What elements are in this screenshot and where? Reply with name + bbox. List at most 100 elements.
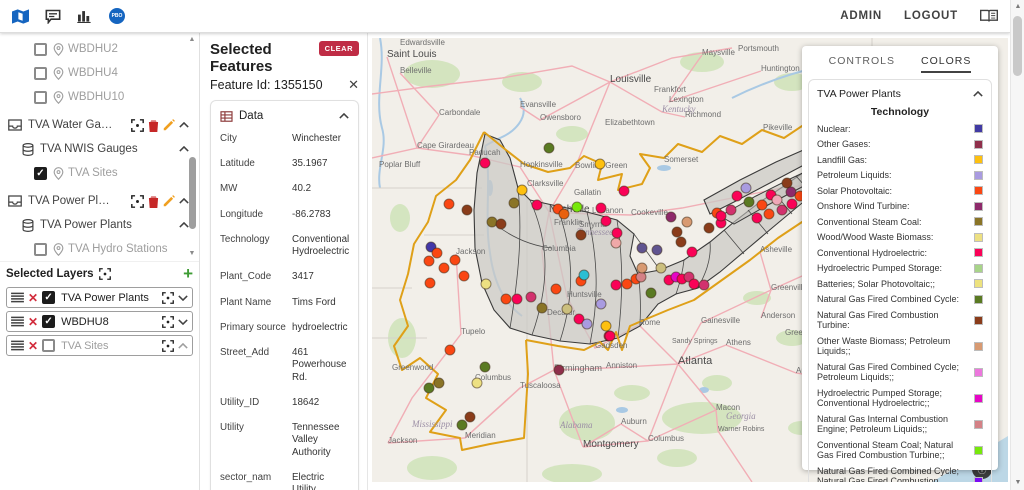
group-row-nwis-gauges[interactable]: TVA NWIS Gauges [0,137,199,161]
power-plant-dot[interactable] [636,242,648,254]
power-plant-dot[interactable] [495,218,507,230]
remove-layer-icon[interactable]: ✕ [28,290,39,305]
zoom-to-layer-icon[interactable] [131,118,144,132]
power-plant-dot[interactable] [595,202,607,214]
zoom-to-layer-icon[interactable] [162,315,174,328]
bar-chart-icon[interactable] [77,9,93,23]
logout-button[interactable]: LOGOUT [904,10,958,22]
power-plant-dot[interactable] [655,262,667,274]
power-plant-dot[interactable] [508,197,520,209]
power-plant-dot[interactable] [610,279,622,291]
chevron-up-icon[interactable] [339,113,349,119]
power-plant-dot[interactable] [553,364,565,376]
power-plant-dot[interactable] [675,236,687,248]
zoom-to-all-icon[interactable] [98,268,111,280]
tva-sites-checkbox[interactable]: ✓ [34,166,47,180]
power-plant-dot[interactable] [433,377,445,389]
power-plant-dot[interactable] [479,361,491,373]
power-plant-dot[interactable] [594,158,606,170]
chevron-up-icon[interactable] [179,222,189,228]
scroll-up-arrow[interactable]: ▲ [1014,3,1022,10]
tree-scroll-down[interactable]: ▼ [188,250,196,257]
power-plant-dot[interactable] [531,199,543,211]
power-plant-dot[interactable] [703,222,715,234]
chevron-up-icon[interactable] [973,91,983,97]
power-plant-dot[interactable] [781,177,793,189]
power-plant-dot[interactable] [621,278,633,290]
power-plant-dot[interactable] [731,190,743,202]
power-plant-dot[interactable] [516,184,528,196]
power-plant-dot[interactable] [611,227,623,239]
layer-row-wbdhu4[interactable]: WBDHU4 [0,61,199,85]
power-plant-dot[interactable] [543,142,555,154]
power-plant-dot[interactable] [511,293,523,305]
power-plant-dot[interactable] [456,419,468,431]
layer-row-hydro-stations[interactable]: TVA Hydro Stations [0,237,199,261]
edit-layer-icon[interactable] [163,119,175,131]
layer-row-tva-sites[interactable]: ✓ TVA Sites [0,161,199,185]
power-plant-dot[interactable] [464,411,476,423]
remove-layer-icon[interactable]: ✕ [28,338,39,353]
power-plant-dot[interactable] [431,247,443,259]
power-plant-dot[interactable] [604,330,616,342]
chevron-down-icon[interactable] [178,318,188,325]
power-plant-dot[interactable] [756,199,768,211]
layer-row-wbdhu10[interactable]: WBDHU10 [0,85,199,109]
power-plant-dot[interactable] [536,302,548,314]
power-plant-dot[interactable] [686,246,698,258]
delete-layer-icon[interactable] [148,119,159,132]
power-plant-dot[interactable] [785,186,797,198]
clear-button[interactable]: CLEAR [318,41,359,56]
power-plant-dot[interactable] [573,313,585,325]
selected-layer-row[interactable]: ✕ TVA Sites [6,335,193,356]
hydro-stations-checkbox[interactable] [34,242,47,256]
power-plant-dot[interactable] [525,291,537,303]
admin-button[interactable]: ADMIN [840,10,882,22]
power-plant-dot[interactable] [424,277,436,289]
drag-handle-icon[interactable] [11,316,24,327]
layer-row-wbdhu2[interactable]: WBDHU2 [0,37,199,61]
tab-controls[interactable]: CONTROLS [828,55,895,67]
power-plant-dot[interactable] [486,216,498,228]
wbdhu10-checkbox[interactable] [34,90,47,104]
map-canvas[interactable]: Edwardsville Saint Louis Belleville Carbond… [372,38,1008,482]
power-plant-dot[interactable] [578,269,590,281]
tab-colors[interactable]: COLORS [921,55,972,73]
chevron-up-icon[interactable] [179,146,189,152]
power-plant-dot[interactable] [595,298,607,310]
power-plant-dot[interactable] [651,244,663,256]
power-plant-dot[interactable] [458,270,470,282]
power-plant-dot[interactable] [600,215,612,227]
power-plant-dot[interactable] [550,283,562,295]
power-plant-dot[interactable] [471,377,483,389]
power-plant-dot[interactable] [600,320,612,332]
wbdhu4-checkbox[interactable] [34,66,47,80]
group-row-water-gauge[interactable]: TVA Water Gauge V... [0,113,199,137]
power-plant-dot[interactable] [771,194,783,206]
power-plant-dot[interactable] [786,198,798,210]
tree-scrollbar[interactable]: ▲ ▼ [186,35,198,259]
power-plant-dot[interactable] [645,287,657,299]
map-icon[interactable] [12,8,29,24]
selected-layer-checkbox[interactable]: ✓ [42,315,56,328]
power-plant-dot[interactable] [571,201,583,213]
page-scrollbar[interactable]: ▲ ▼ [1010,0,1024,490]
power-plant-dot[interactable] [438,262,450,274]
power-plant-dot[interactable] [479,157,491,169]
power-plant-dot[interactable] [671,226,683,238]
selected-layer-checkbox[interactable] [42,339,56,352]
app-badge-icon[interactable]: PBO [109,8,125,24]
power-plant-dot[interactable] [688,278,700,290]
power-plant-dot[interactable] [743,196,755,208]
tree-scroll-thumb[interactable] [189,157,196,229]
power-plant-dot[interactable] [558,208,570,220]
group-row-power-plants-sub[interactable]: TVA Power Plants [0,213,199,237]
power-plant-dot[interactable] [561,303,573,315]
zoom-to-layer-icon[interactable] [162,339,174,352]
selected-layer-row[interactable]: ✕ ✓ WBDHU8 [6,311,193,332]
power-plant-dot[interactable] [618,185,630,197]
comment-icon[interactable] [45,9,61,24]
power-plant-dot[interactable] [461,204,473,216]
power-plant-dot[interactable] [740,182,752,194]
power-plant-dot[interactable] [581,318,593,330]
